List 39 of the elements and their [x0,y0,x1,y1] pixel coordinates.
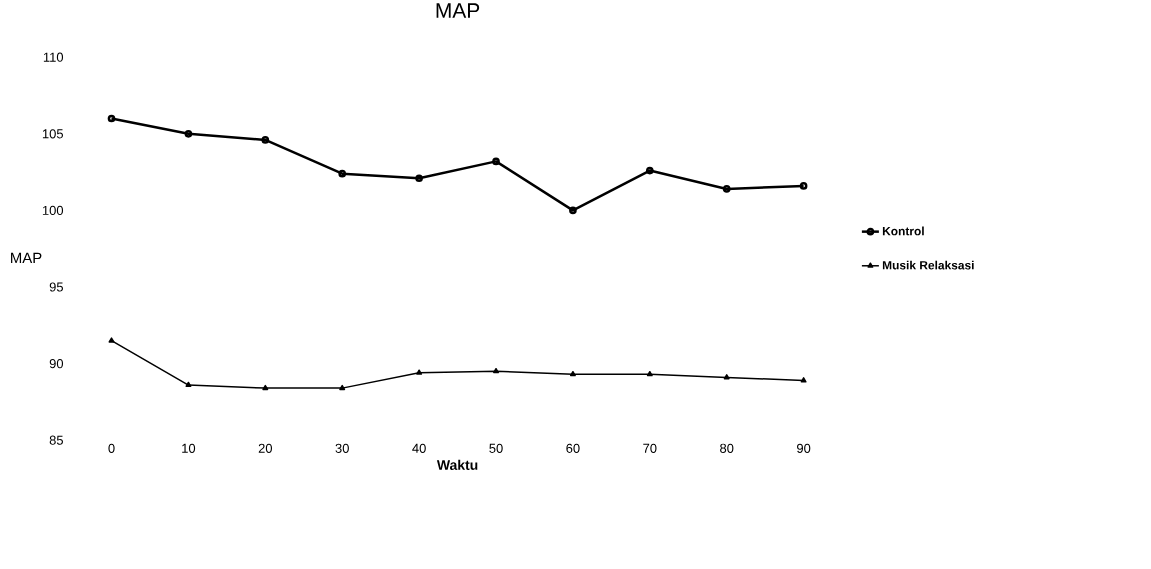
point [184,130,193,138]
point [723,374,730,380]
point [415,174,423,183]
y-tick-label: 85 [49,435,63,445]
point [645,166,654,175]
legend-label: Musik Relaksasi [882,260,974,270]
x-tick-label: 20 [258,443,273,453]
point [338,169,347,178]
x-tick-label: 50 [489,443,503,453]
x-tick-label: 0 [108,443,115,453]
y-tick-label: 90 [49,359,64,369]
y-tick-label: 110 [43,52,64,62]
y-tick-label: 95 [49,282,63,292]
point [185,381,192,388]
point [722,185,731,193]
point [108,337,115,343]
point [493,367,500,374]
x-tick-label: 30 [335,443,349,453]
point [800,377,807,383]
x-tick-label: 80 [720,443,734,453]
y-axis-title: MAP [11,252,42,264]
point [261,136,270,144]
point [416,369,423,375]
x-tick-label: 10 [182,443,196,453]
legend-label: Kontrol [882,226,924,236]
y-tick-label: 105 [42,129,63,139]
point [339,384,346,391]
point [492,157,500,166]
point [262,384,269,391]
point [569,371,576,377]
x-tick-label: 40 [412,443,426,453]
x-tick-label: 90 [797,443,811,453]
point [646,371,653,377]
x-axis-title: Waktu [436,459,478,471]
x-tick-label: 70 [643,443,657,453]
x-tick-label: 60 [566,443,580,453]
point [569,206,577,215]
chart-title: MAP [436,3,480,18]
y-tick-label: 100 [42,205,64,216]
